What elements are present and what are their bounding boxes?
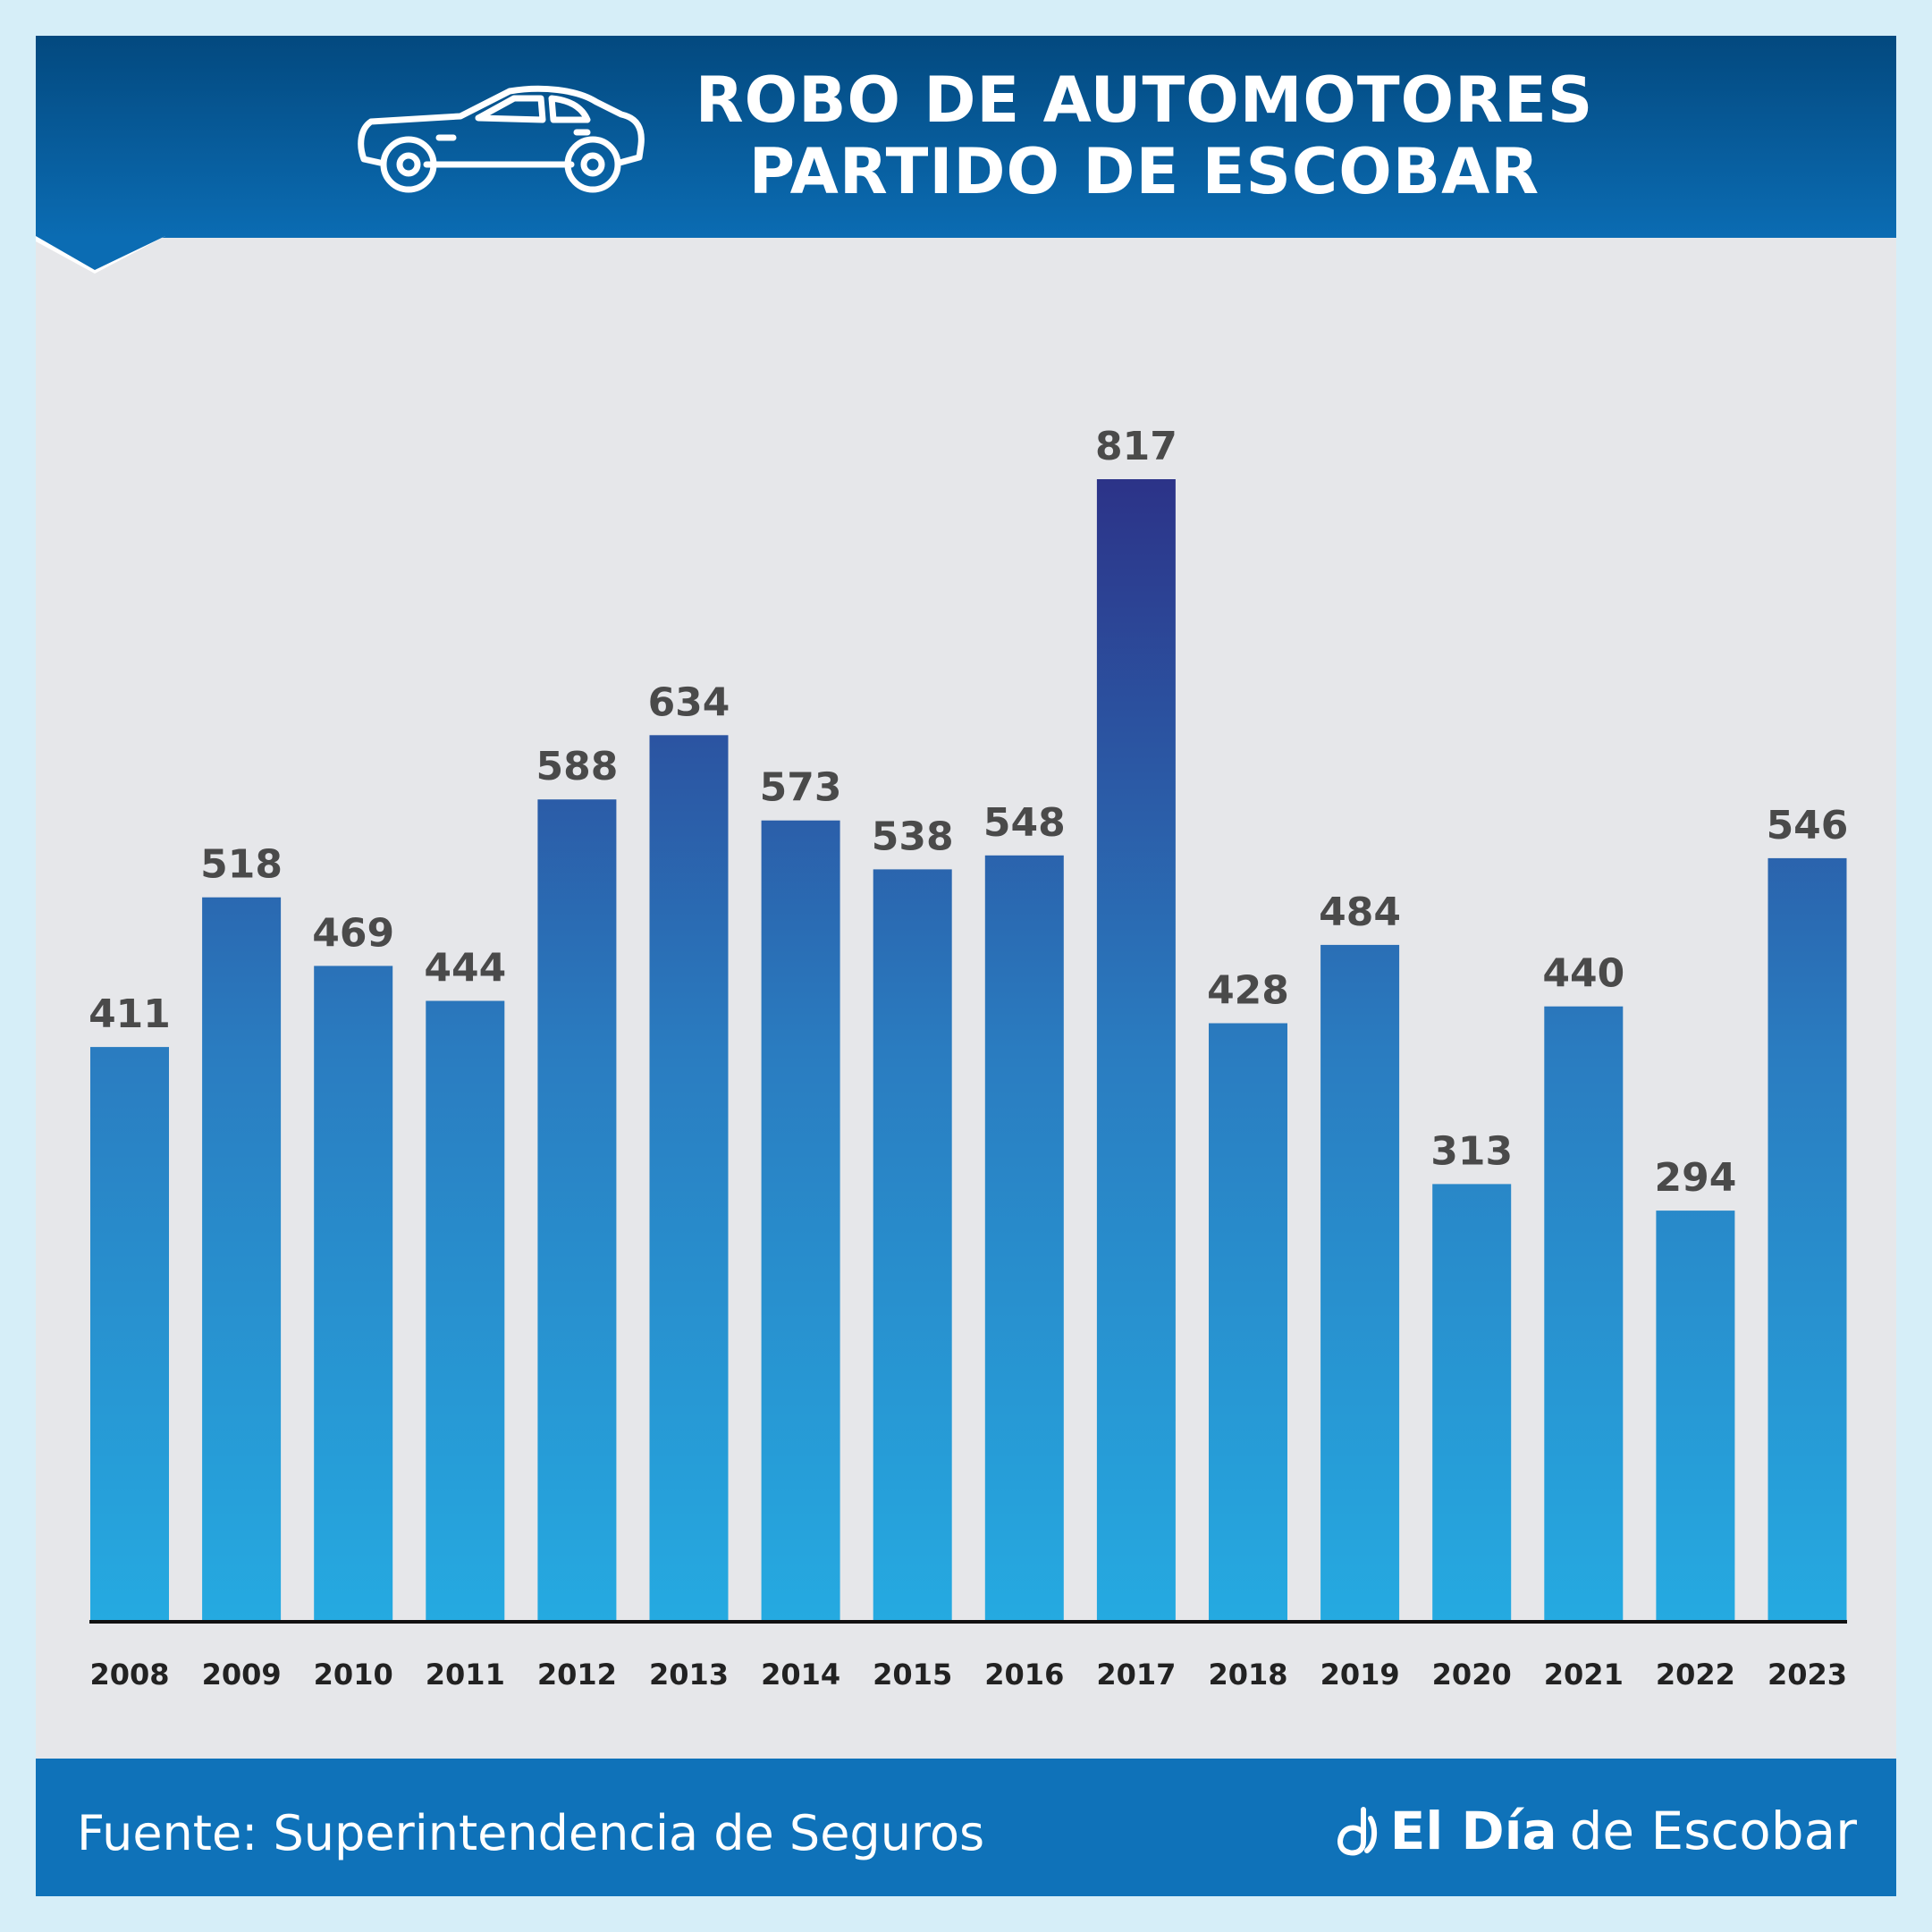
bar-2008 (90, 1047, 169, 1622)
year-labels-group: 2008 2009 2010 2011 2012 2013 2014 2015 2016 2017… (89, 1658, 1847, 1692)
bar-2018 (1209, 1023, 1287, 1622)
bar-2014 (761, 820, 840, 1622)
chart-title-line-1: ROBO DE AUTOMOTORES (695, 63, 1594, 137)
header-banner (36, 36, 1896, 238)
value-label-2021: 440 (1542, 951, 1624, 997)
value-label-2009: 518 (200, 842, 283, 888)
year-label-2022: 2022 (1656, 1658, 1735, 1692)
year-label-2009: 2009 (202, 1658, 282, 1692)
year-label-2023: 2023 (1767, 1658, 1847, 1692)
bar-2019 (1320, 944, 1400, 1622)
year-label-2011: 2011 (426, 1658, 505, 1692)
year-label-2017: 2017 (1096, 1658, 1176, 1692)
value-label-2013: 634 (648, 679, 730, 725)
bar-2013 (649, 735, 729, 1622)
year-label-2010: 2010 (314, 1658, 393, 1692)
value-label-2008: 411 (89, 991, 171, 1037)
value-label-2015: 538 (872, 814, 954, 859)
value-label-2010: 469 (312, 910, 394, 956)
year-label-2008: 2008 (89, 1658, 169, 1692)
value-label-2020: 313 (1430, 1128, 1513, 1174)
brand-logo: El Día de Escobar (1335, 1801, 1857, 1860)
year-label-2016: 2016 (984, 1658, 1064, 1692)
year-label-2014: 2014 (761, 1658, 840, 1692)
value-label-2019: 484 (1319, 890, 1401, 935)
bar-2022 (1656, 1211, 1735, 1622)
source-note: Fuente: Superintendencia de Seguros (77, 1805, 985, 1861)
bar-chart: 411 518 469 444 588 634 573 538 548 817 428 484 313 4… (89, 424, 1848, 1692)
bars-group (90, 479, 1847, 1622)
value-label-2016: 548 (983, 800, 1066, 846)
year-label-2020: 2020 (1432, 1658, 1512, 1692)
value-label-2017: 817 (1095, 424, 1177, 469)
value-labels-group: 411 518 469 444 588 634 573 538 548 817 428 484 313 4… (89, 424, 1848, 1201)
bar-2009 (202, 897, 282, 1622)
year-label-2018: 2018 (1208, 1658, 1287, 1692)
year-label-2015: 2015 (873, 1658, 952, 1692)
bar-2012 (537, 799, 617, 1622)
year-label-2012: 2012 (537, 1658, 617, 1692)
value-label-2023: 546 (1767, 803, 1849, 848)
bar-2020 (1432, 1184, 1512, 1622)
value-label-2011: 444 (424, 946, 506, 991)
bar-2015 (873, 869, 952, 1622)
brand-name-bold: El Día (1389, 1801, 1557, 1861)
value-label-2022: 294 (1654, 1155, 1736, 1201)
bar-2016 (984, 855, 1064, 1622)
brand-name-rest: de Escobar (1569, 1801, 1857, 1861)
bar-2010 (314, 966, 393, 1622)
value-label-2018: 428 (1207, 968, 1289, 1014)
year-label-2013: 2013 (649, 1658, 729, 1692)
bar-2017 (1096, 479, 1176, 1622)
header-notch (36, 236, 165, 274)
chart-title-line-2: PARTIDO DE ESCOBAR (748, 135, 1540, 208)
bar-2021 (1544, 1006, 1624, 1622)
year-label-2019: 2019 (1320, 1658, 1400, 1692)
brand-logo-icon (1337, 1807, 1377, 1856)
bar-2011 (426, 1000, 505, 1622)
value-label-2012: 588 (536, 744, 618, 789)
footer-bar: Fuente: Superintendencia de Seguros El D… (36, 1759, 1896, 1896)
year-label-2021: 2021 (1544, 1658, 1624, 1692)
value-label-2014: 573 (760, 765, 842, 811)
car-icon (358, 85, 645, 193)
bar-2023 (1767, 857, 1847, 1622)
